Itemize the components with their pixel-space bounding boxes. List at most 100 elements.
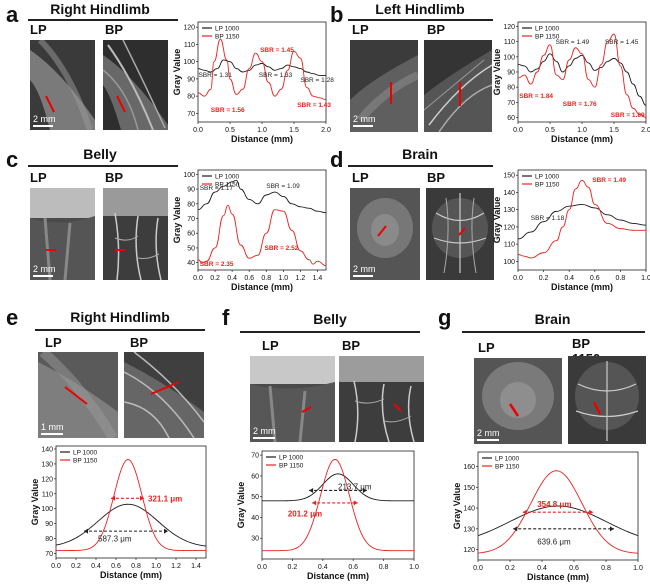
x-tick-label: 0.4 [318, 564, 328, 571]
x-tick-label: 0.8 [261, 275, 271, 282]
bp-image-content [424, 50, 492, 132]
y-tick-label: 40 [251, 515, 259, 522]
chart-f: 0.0 0.2 0.4 0.6 0.8 1.0 30 40 50 60 70 Distance (mm… [236, 445, 426, 584]
series-line-lp [55, 503, 207, 547]
lp-image: 2 mm [350, 40, 418, 132]
roi-line [592, 401, 602, 415]
legend-label: BP 1150 [495, 464, 520, 471]
roi-line [116, 95, 126, 113]
sbr-annotation: SBR = 1.56 [211, 107, 245, 114]
scale-label: 2 mm [33, 114, 56, 124]
title-underline [35, 329, 205, 331]
title-underline [462, 331, 645, 333]
title-underline [240, 331, 420, 333]
x-tick-label: 0.0 [513, 275, 523, 282]
y-tick-label: 130 [41, 461, 53, 468]
x-axis-label: Distance (mm) [551, 282, 613, 292]
y-tick-label: 140 [463, 506, 475, 513]
x-tick-label: 1.4 [191, 563, 201, 570]
roi-line [301, 406, 312, 413]
bp-image-content [339, 356, 424, 442]
chart-a: 0.0 0.5 1.0 1.5 2.0 70 80 90 100 110 120 Distance (… [170, 14, 334, 146]
y-tick-label: 40 [187, 260, 195, 267]
lp-image-content [38, 352, 118, 438]
legend-label: LP 1000 [73, 450, 97, 457]
chart-e: 0.0 0.2 0.4 0.6 0.8 1.0 1.2 1.4 70 80 90 100 110 120 1… [30, 440, 215, 584]
y-tick-label: 140 [41, 446, 53, 453]
series-line-lp [197, 179, 327, 214]
y-tick-label: 130 [503, 207, 515, 214]
sbr-annotation: SBR = 1.31 [198, 72, 232, 79]
plot-frame [197, 169, 327, 271]
series-line-bp [517, 33, 647, 118]
y-tick-label: 80 [187, 94, 195, 101]
lp-image-content [30, 40, 95, 130]
legend-label: LP 1000 [535, 26, 559, 33]
sbr-annotation: SBR = 1.76 [563, 101, 597, 108]
bp-image [568, 356, 646, 444]
y-tick-label: 50 [251, 494, 259, 501]
sbr-annotation: SBR = 1.45 [260, 47, 294, 54]
bp-image [103, 188, 168, 280]
y-tick-label: 100 [183, 59, 195, 66]
panel-title: Left Hindlimb [375, 1, 465, 17]
sbr-annotation: SBR = 1.49 [556, 39, 590, 46]
title-underline [28, 19, 178, 21]
legend-label: BP 1150 [73, 458, 98, 465]
roi-line [64, 386, 88, 405]
scale-bar: 2 mm [253, 426, 276, 439]
sbr-annotation: SBR = 1.18 [531, 215, 565, 222]
x-tick-label: 1.0 [409, 564, 419, 571]
lp-image-content [357, 198, 413, 258]
y-tick-label: 120 [183, 25, 195, 32]
plot-frame [517, 169, 647, 271]
scale-bar: 2 mm [353, 264, 376, 277]
y-tick-label: 100 [503, 259, 515, 266]
x-tick-label: 0.6 [348, 564, 358, 571]
arrow-head [353, 500, 358, 506]
x-tick-label: 0.4 [564, 275, 574, 282]
legend-label: BP 1150 [279, 463, 304, 470]
y-tick-label: 120 [503, 24, 515, 31]
legend-label: BP 1150 [215, 182, 240, 189]
series-line-bp [477, 470, 639, 554]
x-tick-label: 0.6 [244, 275, 254, 282]
scale-bar: 1 mm [41, 422, 64, 435]
x-tick-label: 0.0 [257, 564, 267, 571]
y-tick-label: 70 [45, 551, 53, 558]
y-tick-label: 80 [187, 201, 195, 208]
arrow-head [362, 487, 367, 493]
series-line-lp [197, 59, 326, 76]
y-tick-label: 100 [183, 172, 195, 179]
y-tick-label: 150 [463, 485, 475, 492]
panel-title: Brain [534, 311, 571, 327]
chart-svg: 0.0 0.2 0.4 0.6 0.8 1.0 120 130 140 150 160 Distanc… [452, 451, 643, 582]
x-tick-label: 0.0 [513, 127, 523, 134]
plot-frame [477, 451, 639, 561]
series-line-bp [197, 204, 327, 267]
y-axis-label: Gray Value [172, 197, 182, 244]
x-tick-label: 1.0 [633, 565, 643, 572]
x-tick-label: 2.0 [321, 127, 331, 134]
lp-image: 2 mm [350, 188, 420, 280]
arrow-head [610, 526, 614, 532]
legend-label: LP 1000 [215, 174, 239, 181]
y-tick-label: 60 [187, 231, 195, 238]
x-tick-label: 0.2 [505, 565, 515, 572]
bp-image [103, 40, 168, 130]
y-tick-label: 150 [503, 173, 515, 180]
x-tick-label: 1.0 [577, 127, 587, 134]
series-line-bp [197, 38, 327, 101]
y-tick-label: 70 [187, 216, 195, 223]
legend-label: LP 1000 [215, 26, 239, 33]
lp-image: 2 mm [474, 358, 562, 444]
legend-label: LP 1000 [535, 174, 559, 181]
y-tick-label: 80 [507, 85, 515, 92]
x-tick-label: 1.5 [289, 127, 299, 134]
y-tick-label: 120 [463, 547, 475, 554]
x-axis-label: Distance (mm) [307, 571, 369, 581]
sbr-annotation: SBR = 1.84 [519, 93, 553, 100]
y-tick-label: 60 [251, 473, 259, 480]
lp-image: 1 mm [38, 352, 118, 438]
series-line-bp [517, 179, 646, 259]
